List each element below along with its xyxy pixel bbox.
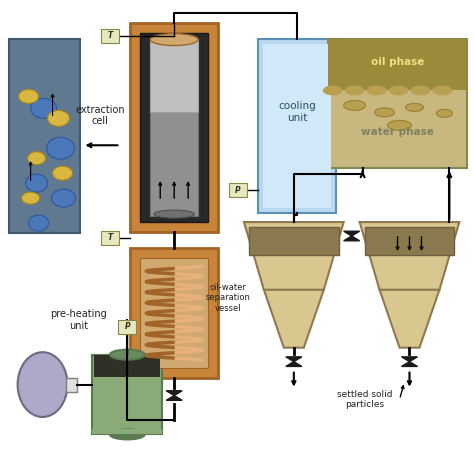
Ellipse shape [47, 110, 70, 127]
Polygon shape [344, 231, 360, 236]
Ellipse shape [389, 85, 409, 95]
Ellipse shape [22, 192, 40, 204]
Ellipse shape [27, 152, 46, 164]
Polygon shape [360, 222, 459, 290]
Bar [140, 258, 208, 368]
Ellipse shape [46, 137, 74, 159]
Ellipse shape [374, 108, 394, 117]
Text: settled solid
particles: settled solid particles [337, 390, 392, 409]
Polygon shape [380, 290, 439, 347]
Ellipse shape [323, 85, 343, 95]
Text: cooling
unit: cooling unit [278, 101, 316, 123]
Ellipse shape [432, 85, 452, 95]
Bar [328, 38, 467, 91]
Bar [130, 23, 218, 232]
Bar [118, 320, 137, 334]
Ellipse shape [52, 189, 75, 207]
Ellipse shape [366, 85, 387, 95]
Bar [328, 38, 467, 168]
Bar [263, 44, 331, 208]
Bar [140, 33, 208, 222]
Bar [65, 378, 77, 392]
Ellipse shape [345, 85, 365, 95]
Ellipse shape [53, 166, 73, 180]
Text: pre-heating
unit: pre-heating unit [50, 309, 107, 330]
Ellipse shape [31, 99, 56, 118]
Ellipse shape [344, 100, 365, 110]
Ellipse shape [26, 174, 47, 192]
Text: oil phase: oil phase [371, 57, 424, 67]
Ellipse shape [18, 90, 38, 103]
Ellipse shape [388, 120, 411, 130]
Polygon shape [286, 362, 302, 366]
Ellipse shape [18, 352, 67, 417]
Bar [101, 231, 119, 245]
Polygon shape [166, 391, 182, 395]
Bar [92, 429, 162, 434]
Ellipse shape [110, 350, 145, 360]
Bar [229, 183, 247, 197]
Ellipse shape [150, 34, 198, 46]
Text: water phase: water phase [361, 128, 434, 137]
Ellipse shape [110, 429, 145, 439]
Bar [365, 227, 455, 255]
Bar [130, 248, 218, 378]
Polygon shape [264, 290, 324, 347]
Text: T: T [108, 31, 113, 40]
Polygon shape [166, 395, 182, 401]
Bar [101, 28, 119, 43]
Text: oil-water
separation
vessel: oil-water separation vessel [206, 283, 250, 313]
Bar [249, 227, 339, 255]
Bar [150, 38, 198, 111]
Ellipse shape [410, 85, 430, 95]
Polygon shape [401, 357, 418, 362]
Ellipse shape [28, 215, 48, 231]
Polygon shape [244, 222, 344, 290]
Bar [150, 109, 198, 216]
Polygon shape [286, 357, 302, 362]
Text: P: P [125, 322, 130, 331]
Ellipse shape [405, 103, 423, 111]
Ellipse shape [437, 109, 452, 118]
Polygon shape [401, 362, 418, 366]
Text: P: P [235, 186, 241, 195]
Polygon shape [344, 236, 360, 241]
Text: T: T [108, 234, 113, 243]
Text: extraction
cell: extraction cell [75, 105, 125, 126]
Bar [258, 38, 336, 213]
Ellipse shape [154, 210, 194, 218]
Bar [9, 38, 81, 233]
Bar [94, 355, 160, 376]
Bar [92, 355, 162, 434]
